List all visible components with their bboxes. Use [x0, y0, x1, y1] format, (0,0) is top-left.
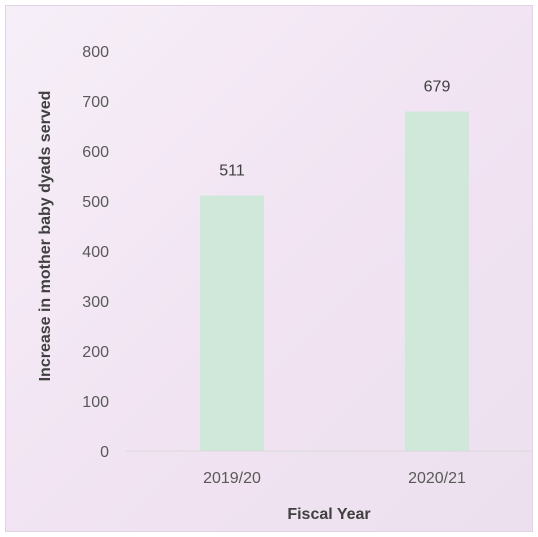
y-tick-label-700: 700: [82, 94, 109, 111]
chart-area: 0 100 200 300 400 500 600 700 800 511 679 2019/20…: [5, 5, 533, 532]
bar-2019/20: [200, 195, 264, 451]
y-tick-label-500: 500: [82, 194, 109, 211]
y-tick-label-0: 0: [100, 444, 109, 461]
x-axis-ticks: 2019/20 2020/21: [203, 470, 466, 487]
bar-chart: 0 100 200 300 400 500 600 700 800 511 679 2019/20…: [37, 44, 531, 523]
y-axis-ticks: 0 100 200 300 400 500 600 700 800: [82, 44, 109, 461]
y-tick-label-600: 600: [82, 144, 109, 161]
y-tick-label-300: 300: [82, 294, 109, 311]
y-tick-label-400: 400: [82, 244, 109, 261]
y-axis-title: Increase in mother baby dyads served: [37, 91, 54, 382]
bars: [200, 111, 469, 451]
y-tick-label-800: 800: [82, 44, 109, 61]
y-tick-label-100: 100: [82, 394, 109, 411]
x-tick-label-2020/21: 2020/21: [408, 470, 466, 487]
y-tick-label-200: 200: [82, 344, 109, 361]
data-label-2019/20: 511: [219, 163, 245, 180]
x-tick-label-2019/20: 2019/20: [203, 470, 261, 487]
bar-2020/21: [405, 111, 469, 451]
data-label-2020/21: 679: [424, 79, 451, 96]
x-axis-title: Fiscal Year: [287, 506, 370, 523]
data-labels: 511 679: [219, 79, 450, 180]
